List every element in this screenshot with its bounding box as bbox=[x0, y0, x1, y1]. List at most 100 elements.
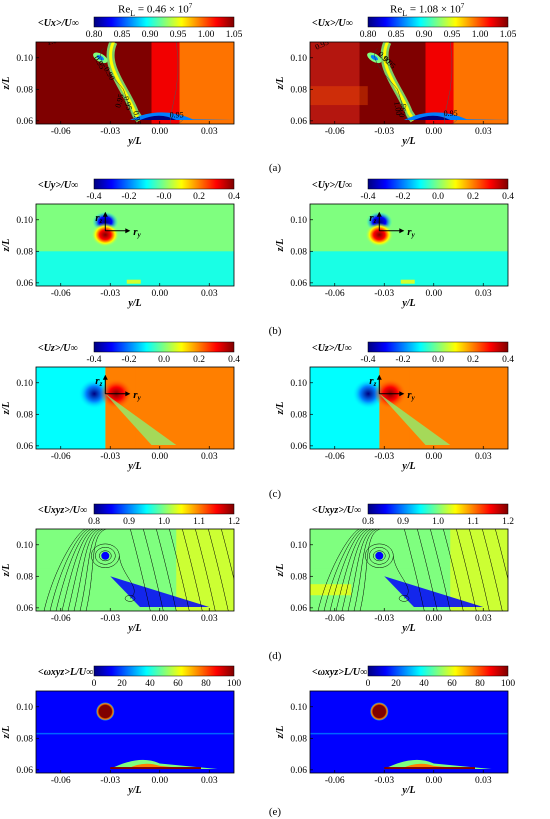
heatmap-field bbox=[36, 529, 254, 611]
y-tick-label: 0.10 bbox=[16, 379, 33, 389]
field-region bbox=[179, 42, 234, 124]
panel-label: (c) bbox=[269, 488, 282, 500]
field-region bbox=[310, 42, 360, 124]
x-tick-label: -0.06 bbox=[325, 614, 345, 624]
y-tick-label: 0.08 bbox=[16, 410, 33, 420]
streamline bbox=[404, 529, 425, 611]
panel-e-1: <ωxyz>L/U∞0 20 40 60 80 100 -0.06 -0.03 0.00 0.03… bbox=[275, 665, 515, 796]
rz-label: rz bbox=[369, 212, 376, 225]
rz-label: rz bbox=[95, 212, 102, 225]
streamline bbox=[317, 529, 360, 611]
column-header-exp: 7 bbox=[188, 2, 193, 10]
plot-frame bbox=[35, 203, 235, 287]
colorbar-tick-label: 0.80 bbox=[86, 30, 103, 40]
panel-c-1: <Uz>/U∞ -0.4 -0.2 0.0 0.2 0.4 rz ry -0.06 -0.03 0.… bbox=[275, 341, 514, 472]
colorbar-tick-label: 0.90 bbox=[416, 30, 433, 40]
wall-vorticity-peak bbox=[110, 767, 201, 770]
colorbar-tick-label: 0.80 bbox=[360, 30, 377, 40]
wall-deficit-core bbox=[139, 115, 177, 121]
x-tick-label: -0.03 bbox=[374, 776, 394, 786]
x-tick-label: -0.06 bbox=[325, 289, 345, 299]
y-tick-label: 0.06 bbox=[16, 279, 33, 289]
streamline bbox=[341, 529, 372, 611]
colorbar-title: <Uy>/U∞ bbox=[38, 180, 78, 191]
colorbar-title: <Uxyz>/U∞ bbox=[312, 505, 361, 516]
field-region bbox=[310, 86, 368, 106]
contour-line bbox=[100, 48, 134, 121]
y-axis-label: z/L bbox=[1, 564, 12, 578]
colorbar bbox=[93, 16, 235, 28]
streamline-spiral bbox=[369, 547, 390, 565]
colorbar-title: <Uz>/U∞ bbox=[38, 343, 78, 354]
colorbar-tick-label: -0.2 bbox=[395, 192, 410, 202]
x-tick-label: -0.06 bbox=[51, 127, 71, 137]
positive-lobe bbox=[91, 222, 120, 247]
x-axis-label: y/L bbox=[401, 298, 415, 309]
colorbar-tick-label: 0.90 bbox=[142, 30, 159, 40]
streamline bbox=[417, 529, 438, 611]
streamline bbox=[73, 529, 101, 611]
x-tick-label: 0.00 bbox=[425, 289, 442, 299]
colorbar-tick-label: 0.2 bbox=[193, 192, 205, 202]
colorbar-tick-label: 0.95 bbox=[170, 30, 187, 40]
streamline-spiral bbox=[95, 547, 116, 565]
heatmap-field bbox=[310, 529, 508, 611]
streamline bbox=[234, 529, 254, 611]
column-header-high-re: ReL = 1.08 × 107 bbox=[390, 2, 464, 18]
y-tick-label: 0.10 bbox=[290, 216, 307, 226]
vortex-core bbox=[101, 551, 110, 560]
x-tick-label: 0.00 bbox=[425, 776, 442, 786]
column-header-base: Re bbox=[118, 3, 131, 16]
colorbar-title: <Ux>/U∞ bbox=[38, 18, 79, 29]
x-tick-label: -0.03 bbox=[374, 289, 394, 299]
column-header-value: = 1.08 × 10 bbox=[407, 3, 461, 16]
colorbar bbox=[93, 178, 235, 190]
streamline bbox=[43, 529, 86, 611]
y-tick-label: 0.06 bbox=[290, 766, 307, 776]
streamline bbox=[195, 529, 216, 611]
y-tick-label: 0.06 bbox=[290, 279, 307, 289]
contour-label: 0.95 bbox=[131, 110, 142, 125]
colorbar-title: <ωxyz>L/U∞ bbox=[38, 667, 93, 678]
x-tick-label: 0.03 bbox=[201, 452, 218, 462]
vortex-core bbox=[370, 702, 389, 721]
contour-label: 0.95 bbox=[314, 38, 330, 52]
column-header-low-re: ReL = 0.46 × 107 bbox=[118, 2, 192, 18]
colorbar-title: <Ux>/U∞ bbox=[312, 18, 353, 29]
heatmap-field: rz ry bbox=[310, 367, 508, 449]
colorbar-tick-label: 1.00 bbox=[198, 30, 215, 40]
panel-a-1: <Ux>/U∞0.80 0.85 0.90 0.95 1.00 1.050.950.900… bbox=[275, 16, 517, 147]
x-tick-label: 0.03 bbox=[201, 127, 218, 137]
colorbar-tick-label: 1.00 bbox=[472, 30, 489, 40]
y-tick-label: 0.08 bbox=[290, 410, 307, 420]
streamline-spiral bbox=[124, 595, 136, 602]
colorbar-tick-label: 1.0 bbox=[432, 517, 444, 527]
streamline bbox=[456, 529, 477, 611]
streamline bbox=[55, 529, 92, 611]
streamline bbox=[67, 529, 98, 611]
x-tick-label: -0.06 bbox=[325, 127, 345, 137]
field-background bbox=[310, 691, 508, 773]
colorbar-tick-label: 0.4 bbox=[228, 355, 240, 365]
heatmap-field bbox=[310, 691, 508, 773]
streamline bbox=[323, 529, 363, 611]
rz-label: rz bbox=[369, 375, 376, 388]
vortex-core bbox=[96, 702, 115, 721]
x-axis-label: y/L bbox=[127, 623, 141, 634]
contour-label: 0.95 bbox=[113, 93, 125, 109]
plot-frame bbox=[309, 366, 509, 450]
vortex-deficit-core bbox=[370, 55, 378, 61]
ry-arrowhead bbox=[125, 391, 131, 397]
colorbar-tick-label: 1.2 bbox=[502, 517, 514, 527]
colorbar-tick-label: 60 bbox=[447, 679, 457, 689]
field-region bbox=[453, 42, 508, 124]
x-tick-label: 0.03 bbox=[201, 289, 218, 299]
colorbar-tick-label: 0.2 bbox=[467, 355, 479, 365]
streamline bbox=[61, 529, 95, 611]
contour-label: 0.95 bbox=[444, 109, 458, 118]
streamline bbox=[430, 529, 451, 611]
colorbar-tick-label: -0.2 bbox=[395, 355, 410, 365]
colorbar-tick-label: 0.85 bbox=[114, 30, 131, 40]
colorbar-tick-label: 0 bbox=[366, 679, 371, 689]
colorbar-tick-label: 1.1 bbox=[193, 517, 205, 527]
